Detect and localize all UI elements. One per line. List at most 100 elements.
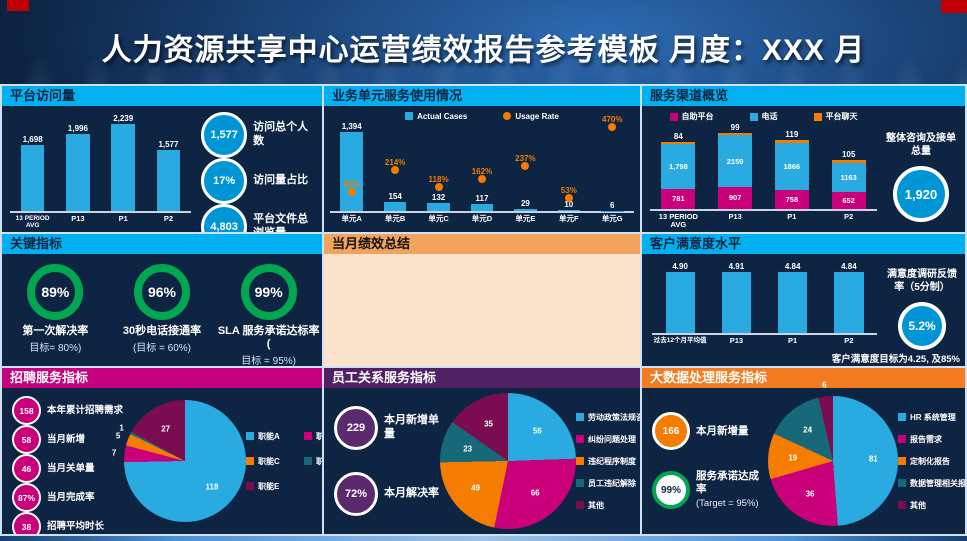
combo-column: 10 53% [547,122,590,211]
bar [340,132,363,211]
legend-label: 数据管理相关报告 [910,478,965,488]
kpi-circle: 46 [12,454,41,483]
panel-business-unit-usage: 业务单元服务使用情况 Actual Cases Usage Rate 1,394 8… [324,86,640,232]
red-corner-right [941,0,967,13]
panel-platform-visits: 平台访问量 1,698 1,996 2,239 1,577 13 PERIOD AVG P… [2,86,322,232]
bar-value-label: 4.84 [841,262,857,271]
legend-item: 数据管理相关报告 [898,478,965,489]
legend-item: 劳动政策法规咨询 [576,412,640,423]
x-axis-label: 单元D [471,214,493,223]
bar-value-label: 4.90 [672,262,688,271]
gauge-target: 目标= 80%) [29,343,82,355]
bar-column: 4.84 [765,262,821,333]
bar [778,272,808,333]
x-axis-label: P2 [844,336,854,345]
usage-rate-label: 237% [515,154,536,164]
bar-column: 1,577 [146,114,191,211]
pie-value-label: 24 [803,425,813,435]
x-axis-label: 单元F [559,214,579,223]
kpi-circle: 229 [334,406,378,450]
stack-top-label: 84 [673,131,683,141]
bar-column: 1,698 [10,114,55,211]
gauge-ring: 96% [133,264,190,320]
kpi-circle: 58 [12,425,41,454]
kpi-file-views: 4,803 平台文件总浏览量 [201,204,318,232]
legend-label: 职能C [258,456,280,466]
dashboard-grid: 平台访问量 1,698 1,996 2,239 1,577 13 PERIOD AVG P… [0,84,967,536]
legend-label: 电话 [761,112,778,121]
stacked-column: 84 1,798 781 [650,123,707,209]
pie-value-label: 6 [822,380,827,390]
bar-value-label: 2,239 [113,114,134,124]
x-axis-label: P2 [844,211,854,221]
x-axis: 单元A 单元B 单元C 单元D 单元E 单元F 单元G [330,213,634,230]
usage-rate-label: 214% [384,158,406,168]
bottom-edge-strip [0,536,967,541]
panel-monthly-summary-header: 当月绩效总结 [324,234,640,254]
usage-rate-dot [477,175,486,184]
usage-rate-label: 162% [471,167,493,177]
legend-item: 职能A [246,431,294,442]
usage-rate-dot [391,166,400,175]
combo-column: 29 237% [504,122,547,211]
usage-rate-label: 53% [560,185,577,195]
gauge-ring: 89% [27,264,84,320]
legend-swatch [246,457,254,465]
bu-usage-combo-chart: 1,394 89% 154 214% 132 118% 117 162% 29 237% 10 53%… [330,115,634,230]
x-axis-label: 单元G [601,214,623,223]
kpi-circle: 4,803 [201,204,248,232]
stack-segment: 1866 [774,142,809,190]
kpi-circle: 87% [12,483,41,512]
legend-label: 自助平台 [681,112,714,121]
pie-value-label: 81 [868,454,878,464]
kpi-month-closed: 46 当月关单量 [12,454,124,483]
stacked-plot: 84 1,798 781 99 2159 907 119 1866 758 105 1163 652 [650,123,877,211]
x-axis-label: 单元E [515,214,536,223]
x-axis-label: 13 PERIOD AVG [15,215,50,230]
x-axis-label: P1 [118,214,128,223]
legend-item: Usage Rate [503,111,559,121]
x-axis-label: P13 [71,214,85,223]
kpi-label: 访问总个人数 [253,121,309,147]
bar-value-label: 4.84 [784,262,801,271]
combo-plot: 1,394 89% 154 214% 132 118% 117 162% 29 237% 10 53%… [330,115,634,213]
kpi-visit-share: 17% 访问量占比 [201,158,318,204]
bar [427,203,450,211]
red-corner-left [7,0,29,11]
legend-label: 违纪程序制度 [588,456,636,466]
bar-column: 4.84 [821,262,877,333]
kpi-total-visitors: 1,577 访问总个人数 [201,112,318,158]
kpi-avg-recruiting-duration: 38 招聘平均时长 [12,512,124,534]
pie-value-label: 56 [532,426,542,436]
pie-value-label: 35 [484,419,493,429]
kpi-label: 平台文件总浏览量 [253,213,309,232]
kpi-month-new: 58 当月新增 [12,425,124,454]
kpi-circle: 99% [652,471,690,509]
panel-employee-relations-metrics: 员工关系服务指标 229 本月新增单量 72% 本月解决率 56 66 49 23 35… [324,368,640,534]
legend-label: 职能D [316,456,322,466]
kpi-label: 招聘平均时长 [47,520,105,532]
stack-segment: 758 [774,189,809,209]
bar [665,272,695,333]
panel-big-data-metrics: 大数据处理服务指标 166 本月新增量 99% 服务承诺达成率 (Target … [642,368,965,534]
kpi-sla-achievement: 99% 服务承诺达成率 (Target = 95%) [652,470,768,509]
bar-column: 4.90 [652,262,708,333]
legend-item: 职能E [246,481,294,492]
panel-employee-relations-header: 员工关系服务指标 [324,368,640,388]
kpi-label: 本年累计招聘需求 [47,404,124,416]
panel-service-channels-header: 服务渠道概览 [642,86,965,106]
legend-item: HR 系统管理 [898,412,965,423]
stack-segment: 781 [661,189,696,209]
x-axis-label: 13 PERIOD AVG [658,211,698,230]
pie-value-label: 36 [805,489,815,499]
bar-value-label: 154 [388,191,402,201]
stack-segment: 652 [831,192,866,209]
pie-value-label: 27 [161,424,171,433]
panel-key-metrics-header: 关键指标 [2,234,322,254]
usage-rate-dot [521,162,530,171]
panel-platform-visits-header: 平台访问量 [2,86,322,106]
legend-label: 纠纷问题处理 [588,434,636,444]
legend-label: 定制化报告 [910,456,950,466]
legend-label: 平台聊天 [825,112,858,121]
pie-value-label: 5 [115,431,121,441]
